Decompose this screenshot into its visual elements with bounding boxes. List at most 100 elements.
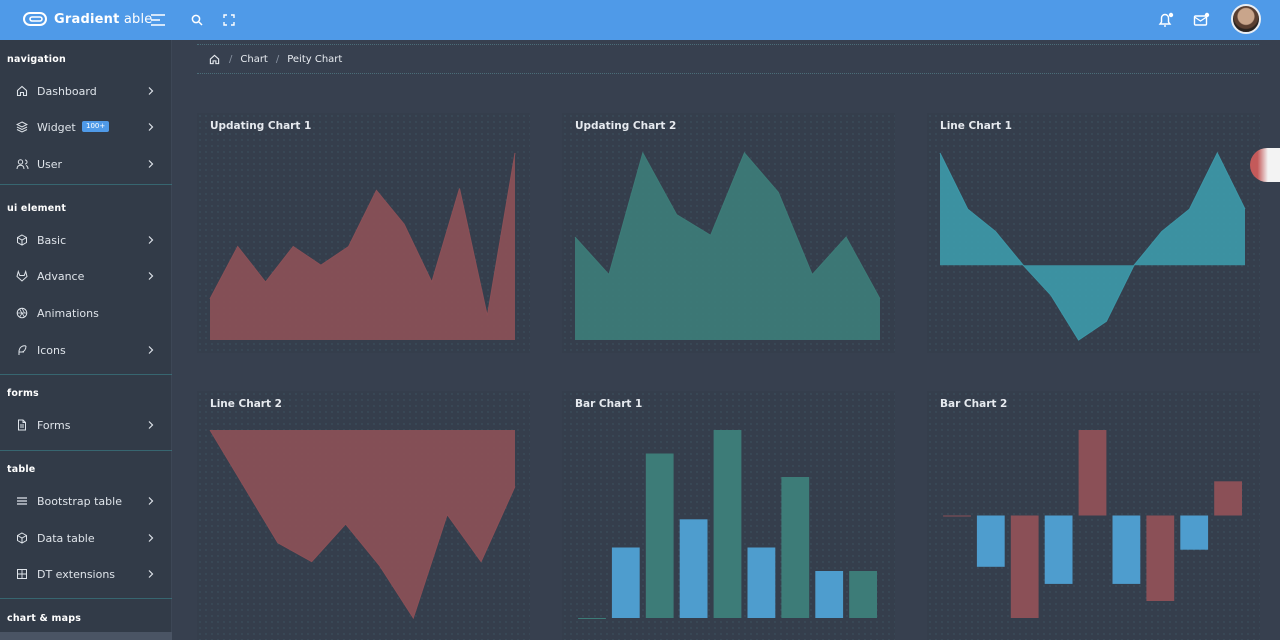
chart-card-bar-2: Bar Chart 2 [927, 391, 1260, 640]
sidebar-item-label: Forms [37, 418, 71, 432]
sidebar-item-label: DT extensions [37, 567, 116, 581]
sidebar-item-widget[interactable]: Widget 100+ [0, 112, 172, 142]
bar [1112, 515, 1141, 584]
users-icon [15, 157, 29, 171]
sidebar-item-bootstrap-table[interactable]: Bootstrap table [0, 486, 172, 516]
brand-name: Gradient able [54, 11, 153, 27]
series-area [575, 153, 880, 340]
bar [815, 571, 844, 618]
widget-count-badge: 100+ [82, 121, 110, 132]
line-chart [939, 151, 1246, 341]
card-title: Line Chart 2 [210, 398, 282, 410]
area-chart [574, 151, 881, 340]
bar [645, 453, 674, 618]
sidebar-caption-forms: forms [7, 388, 39, 399]
sidebar-item-label: Icons [37, 343, 66, 357]
bar [1044, 515, 1073, 584]
series-area [210, 430, 515, 618]
chevron-right-icon [148, 87, 154, 95]
settings-drawer-handle[interactable] [1250, 148, 1280, 182]
sidebar-caption-navigation: navigation [7, 54, 66, 65]
chevron-right-icon [148, 346, 154, 354]
chevron-right-icon [148, 497, 154, 505]
breadcrumb-current-page: Peity Chart [287, 53, 343, 65]
sidebar-item-label: Widget [37, 120, 76, 134]
sidebar-item-basic[interactable]: Basic [0, 225, 172, 255]
bar [578, 618, 606, 619]
sidebar-item-label: Advance [37, 269, 85, 283]
chevron-right-icon [148, 160, 154, 168]
chevron-right-icon [148, 570, 154, 578]
chevron-right-icon [148, 534, 154, 542]
sidebar-item-dashboard[interactable]: Dashboard [0, 76, 172, 106]
breadcrumb-chart-link[interactable]: Chart [240, 53, 268, 65]
sidebar-item-advance[interactable]: Advance [0, 261, 172, 291]
gitlab-icon [15, 269, 29, 283]
sidebar-item-label: Basic [37, 233, 67, 247]
bar [1146, 515, 1175, 601]
bar-chart [943, 430, 1242, 618]
chevron-right-icon [148, 123, 154, 131]
breadcrumb-separator: / [275, 53, 280, 65]
sidebar-item-label: User [37, 157, 63, 171]
file-text-icon [15, 418, 29, 432]
sidebar-divider [0, 598, 172, 599]
sidebar-caption-ui-element: ui element [7, 203, 67, 214]
series-line [574, 151, 881, 300]
home-icon[interactable] [209, 53, 221, 65]
fullscreen-icon[interactable] [219, 10, 239, 30]
columns-icon [15, 567, 29, 581]
notification-bell-icon[interactable] [1156, 10, 1176, 30]
series-line [939, 151, 1246, 341]
box-icon [15, 233, 29, 247]
sidebar-item-user[interactable]: User [0, 149, 172, 179]
bar [849, 571, 877, 618]
bar [747, 547, 776, 618]
search-icon[interactable] [187, 10, 207, 30]
sidebar-item-label: Animations [37, 306, 99, 320]
series-area [940, 153, 1245, 340]
chart-card-bar-1: Bar Chart 1 [562, 391, 895, 640]
sidebar-item-dt-extensions[interactable]: DT extensions [0, 559, 172, 589]
chart-card-updating-1: Updating Chart 1 [197, 113, 530, 353]
series-line [209, 429, 516, 620]
sidebar-item-forms[interactable]: Forms [0, 410, 172, 440]
messages-icon[interactable] [1192, 10, 1212, 30]
bar [611, 547, 640, 618]
sidebar: navigation Dashboard Widget 100+ User ui… [0, 40, 172, 640]
sidebar-divider [0, 374, 172, 375]
bar [1180, 515, 1209, 550]
bar [1010, 515, 1039, 618]
series-line [209, 152, 516, 316]
chevron-right-icon [148, 421, 154, 429]
card-title: Updating Chart 2 [575, 120, 677, 132]
sidebar-active-item-edge [0, 632, 172, 640]
card-title: Updating Chart 1 [210, 120, 312, 132]
menu-toggle-icon[interactable] [148, 10, 168, 30]
bar-chart [578, 430, 877, 619]
logo-mark-icon [23, 12, 47, 26]
sidebar-item-animations[interactable]: Animations [0, 298, 172, 328]
bar [976, 515, 1005, 567]
line-chart [209, 429, 516, 620]
sidebar-item-label: Data table [37, 531, 95, 545]
sidebar-item-icons[interactable]: Icons [0, 335, 172, 365]
sidebar-item-label: Bootstrap table [37, 494, 122, 508]
bar [679, 519, 708, 618]
card-title: Line Chart 1 [940, 120, 1012, 132]
sidebar-caption-table: table [7, 464, 36, 475]
sidebar-item-data-table[interactable]: Data table [0, 523, 172, 553]
series-area [210, 153, 515, 340]
chart-card-line-2: Line Chart 2 [197, 391, 530, 640]
feather-icon [15, 343, 29, 357]
bar [1078, 430, 1107, 516]
bar [1214, 481, 1242, 516]
breadcrumb-separator: / [229, 53, 233, 65]
chart-card-updating-2: Updating Chart 2 [562, 113, 895, 353]
card-title: Bar Chart 2 [940, 398, 1008, 410]
brand-logo[interactable]: Gradient able [22, 9, 152, 29]
bar [943, 515, 971, 517]
sidebar-item-label: Dashboard [37, 84, 97, 98]
user-avatar[interactable] [1231, 4, 1261, 34]
bar [781, 477, 810, 618]
